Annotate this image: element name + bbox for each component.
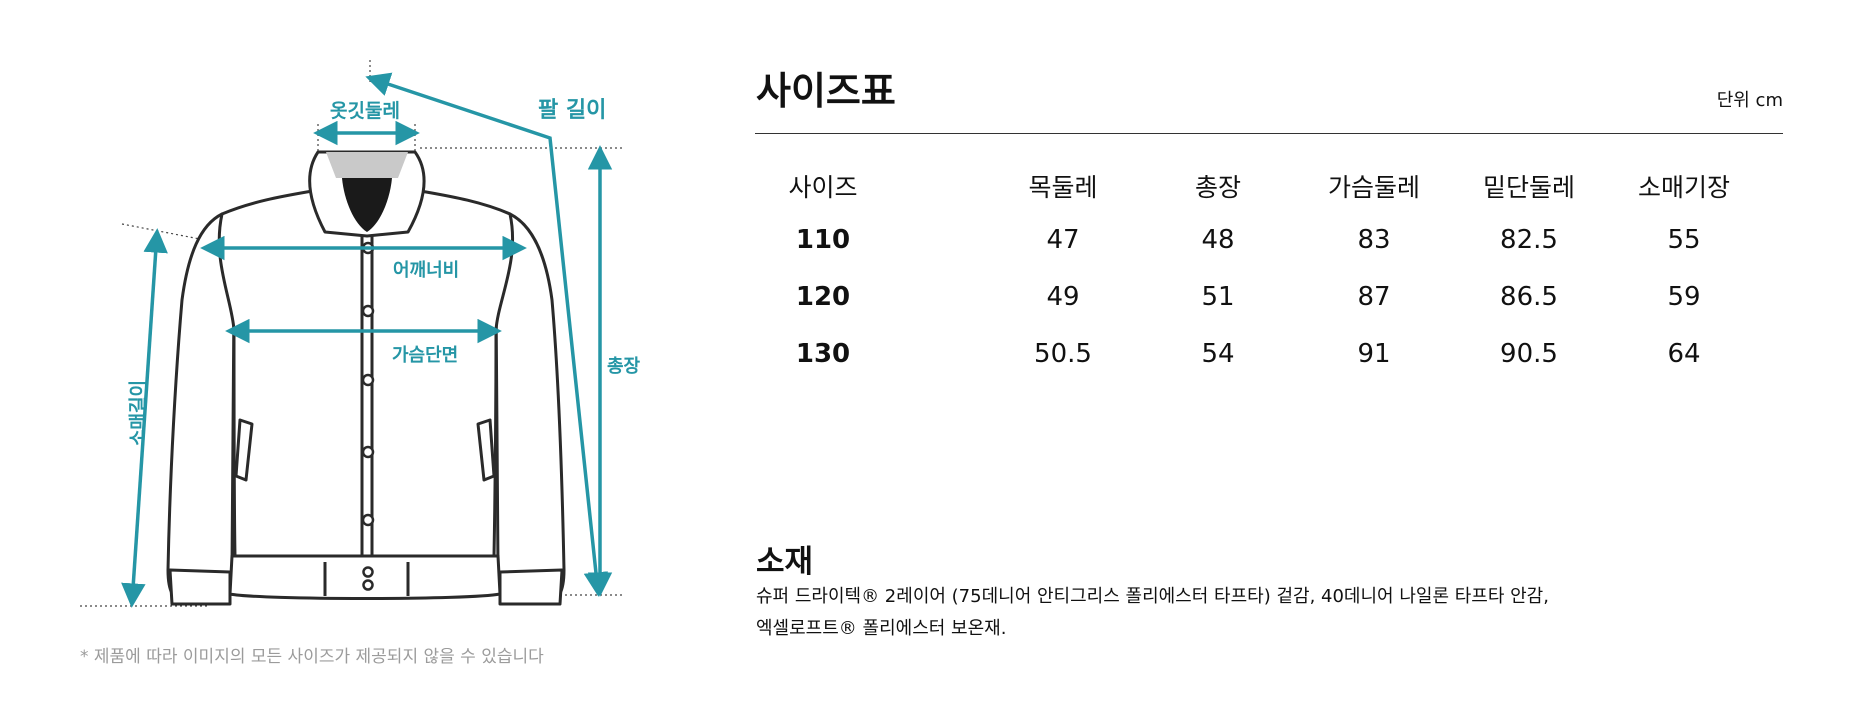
header-neck: 목둘레 — [1028, 173, 1098, 202]
total-length-label: 총장 — [607, 356, 641, 377]
table-cell: 55 — [1667, 225, 1701, 255]
disclaimer-note: * 제품에 따라 이미지의 모든 사이즈가 제공되지 않을 수 있습니다 — [80, 647, 544, 667]
size-cell: 120 — [795, 282, 851, 312]
chest-label: 가슴단면 — [392, 345, 459, 366]
size-chart-title: 사이즈표 — [756, 69, 896, 113]
size-cell: 110 — [795, 225, 851, 255]
header-chest: 가슴둘레 — [1327, 173, 1420, 202]
table-row: 110 47 48 83 82.5 55 — [756, 225, 1756, 282]
sleeve-length-label: 소매길이 — [128, 379, 150, 447]
arm-length-label: 팔 길이 — [538, 98, 607, 123]
size-table: 사이즈 목둘레 총장 가슴둘레 밑단둘레 소매기장 110 47 48 83 8… — [756, 168, 1756, 396]
table-cell: 82.5 — [1500, 225, 1558, 255]
header-hem: 밑단둘레 — [1482, 173, 1575, 202]
unit-label: 단위 cm — [1716, 90, 1783, 111]
table-cell: 54 — [1201, 339, 1235, 369]
table-cell: 86.5 — [1500, 282, 1558, 312]
table-cell: 59 — [1667, 282, 1701, 312]
table-cell: 90.5 — [1500, 339, 1558, 369]
table-cell: 47 — [1046, 225, 1080, 255]
collar-label: 옷깃둘레 — [330, 100, 400, 122]
measurement-arrows — [121, 72, 613, 608]
material-description-line: 엑셀로프트® 폴리에스터 보온재. — [756, 618, 1007, 639]
table-cell: 87 — [1357, 282, 1391, 312]
table-cell: 49 — [1046, 282, 1080, 312]
table-cell: 64 — [1667, 339, 1701, 369]
table-cell: 83 — [1357, 225, 1391, 255]
size-cell: 130 — [795, 339, 851, 369]
size-diagram: 옷깃둘레 팔 길이 어깨너비 가슴단면 총장 소매길이 * 제품에 따라 이미지… — [0, 0, 720, 716]
material-title: 소재 — [756, 544, 814, 580]
table-header-row: 사이즈 목둘레 총장 가슴둘레 밑단둘레 소매기장 — [756, 168, 1756, 225]
jacket-illustration — [80, 60, 625, 608]
table-cell: 91 — [1357, 339, 1391, 369]
table-row: 120 49 51 87 86.5 59 — [756, 282, 1756, 339]
table-cell: 51 — [1201, 282, 1235, 312]
header-sleeve: 소매기장 — [1637, 173, 1730, 202]
header-size: 사이즈 — [788, 173, 858, 202]
table-cell: 48 — [1201, 225, 1235, 255]
table-cell: 50.5 — [1034, 339, 1092, 369]
material-description-line: 슈퍼 드라이텍® 2레이어 (75데니어 안티그리스 폴리에스터 타프타) 겉감… — [756, 586, 1549, 607]
table-row: 130 50.5 54 91 90.5 64 — [756, 339, 1756, 396]
header-length: 총장 — [1194, 173, 1241, 202]
shoulder-label: 어깨너비 — [393, 260, 460, 281]
title-divider — [755, 133, 1783, 134]
